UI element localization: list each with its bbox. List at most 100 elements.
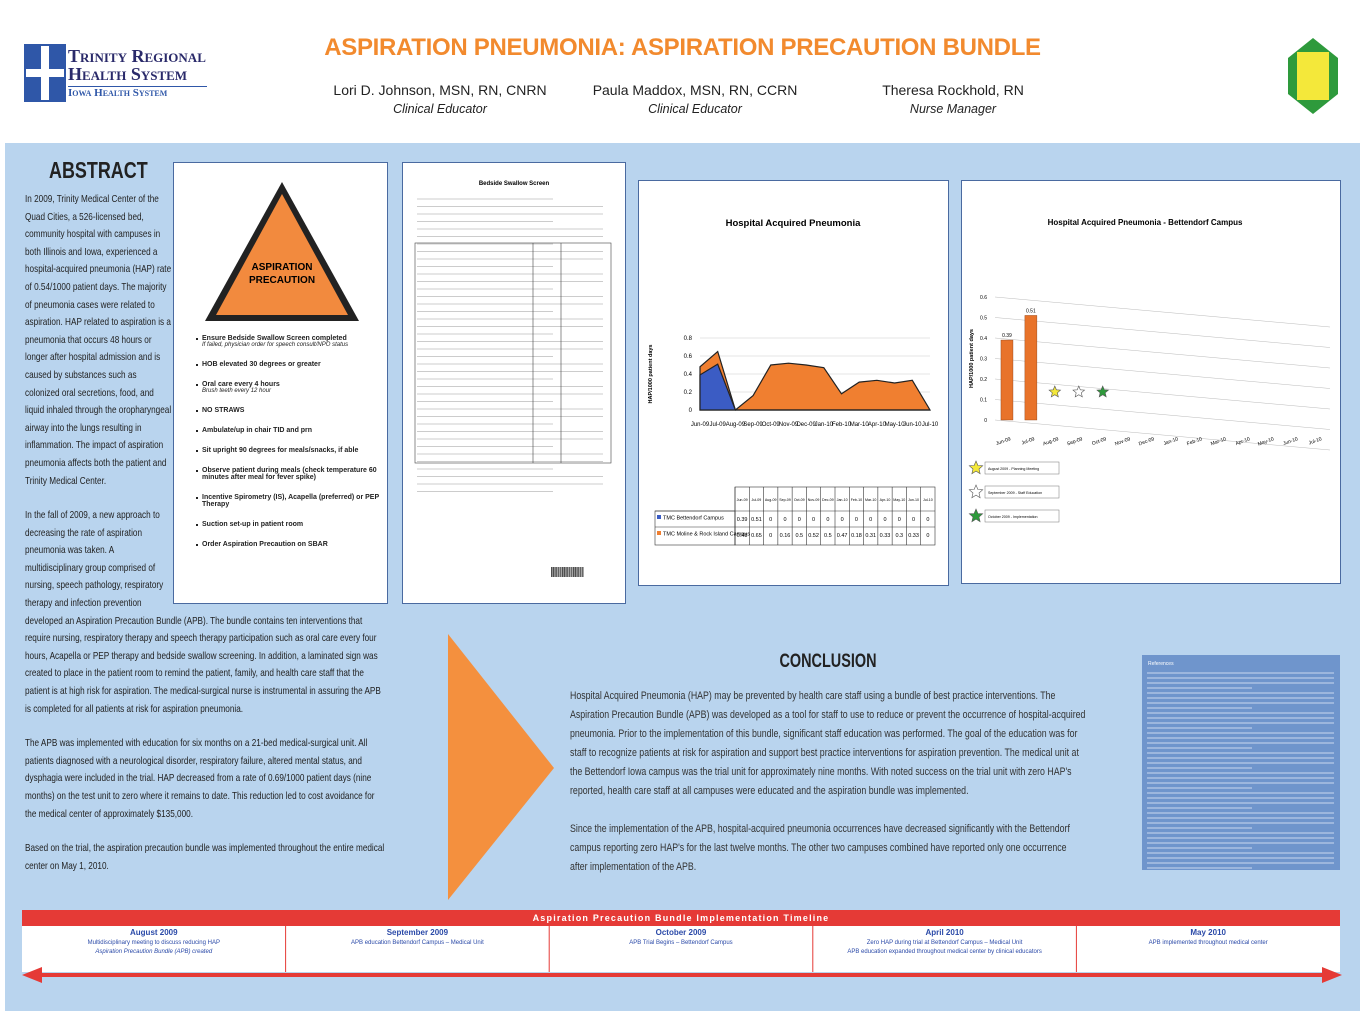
table-value: 0.31 xyxy=(865,533,876,539)
area xyxy=(699,350,932,412)
x-tick-label: Mar-10 xyxy=(1210,436,1227,447)
item-text: Sit upright 90 degrees for meals/snacks,… xyxy=(202,447,359,454)
barcode-bar xyxy=(563,567,564,577)
table-value: 0.48 xyxy=(737,533,748,539)
table-value: 0 xyxy=(769,517,772,523)
table-value: 0 xyxy=(926,517,929,523)
table-header: Nov-09 xyxy=(808,498,820,502)
references: References xyxy=(1142,655,1340,870)
timeline-box xyxy=(22,926,1340,972)
barcode-bar xyxy=(569,567,571,577)
barcode-bar xyxy=(559,567,561,577)
author-role: Clinical Educator xyxy=(393,102,487,116)
logo-line: Iowa Health System xyxy=(68,86,208,99)
table-value: 0 xyxy=(869,517,872,523)
x-tick-label: Nov-09 xyxy=(779,422,799,428)
y-tick-label: 0.6 xyxy=(684,354,693,360)
table-header: Apr-10 xyxy=(880,498,891,502)
precaution-item: Ambulate/up in chair TID and prn xyxy=(196,427,381,434)
x-tick-label: Jun-10 xyxy=(903,422,922,428)
paragraph: In 2009, Trinity Medical Center of the Q… xyxy=(25,193,172,487)
legend-label: October 2009 - Implementation xyxy=(988,515,1038,519)
table-header: Jun-10 xyxy=(908,498,919,502)
x-tick-label: Jul-09 xyxy=(710,422,727,428)
x-tick-label: Apr-10 xyxy=(868,422,887,428)
item-text: Ambulate/up in chair TID and prn xyxy=(202,427,313,434)
area xyxy=(699,363,930,411)
annotation-star xyxy=(1096,385,1110,398)
table-header: Mar-10 xyxy=(865,498,876,502)
timeline-date: August 2009 xyxy=(130,928,178,937)
x-tick-label: Jun-10 xyxy=(1282,436,1299,447)
table-value: 0 xyxy=(898,517,901,523)
timeline-entry: September 2009 APB education Bettendorf C… xyxy=(286,926,550,972)
legend-label: September 2009 - Staff Education xyxy=(988,491,1042,495)
barcode-bar xyxy=(574,567,575,577)
grid-line xyxy=(994,419,1331,451)
legend-swatch xyxy=(657,531,661,535)
paragraph: Based on the trial, the aspiration preca… xyxy=(25,842,385,872)
precaution-item: Order Aspiration Precaution on SBAR xyxy=(196,541,381,548)
barcode-bar xyxy=(571,567,573,577)
legend-swatch xyxy=(657,515,661,519)
precaution-item: Suction set-up in patient room xyxy=(196,521,381,528)
item-text: Suction set-up in patient room xyxy=(202,521,304,528)
legend-box xyxy=(984,461,1060,475)
item-text: NO STRAWS xyxy=(202,407,245,414)
author-role: Nurse Manager xyxy=(909,102,997,116)
y-tick-label: 0.3 xyxy=(980,357,987,363)
arrow-triangle xyxy=(448,634,554,900)
table-header: Jul-09 xyxy=(752,498,762,502)
logo-line: Health System xyxy=(68,64,188,84)
timeline-text: APB Trial Begins – Bettendorf Campus xyxy=(629,940,733,946)
table-value: 0.5 xyxy=(824,533,832,539)
y-tick-label: 0.1 xyxy=(980,398,987,404)
x-tick-label: Oct-09 xyxy=(1091,436,1107,447)
table-header: Sep-09 xyxy=(779,498,791,502)
grid-line xyxy=(994,296,1331,328)
x-tick-label: Sep-09 xyxy=(1066,436,1083,447)
barcode-bar xyxy=(565,567,566,577)
timeline-date: May 2010 xyxy=(1190,928,1226,937)
barcode-bar xyxy=(582,567,584,577)
table-header: May-10 xyxy=(893,498,905,502)
x-tick-label: Dec-09 xyxy=(1138,436,1155,447)
y-tick-label: 0 xyxy=(689,408,693,414)
table-header: Dec-09 xyxy=(822,498,834,502)
precaution-list: Ensure Bedside Swallow Screen completed I… xyxy=(196,335,381,561)
timeline-entry: April 2010 Zero HAP during trial at Bette… xyxy=(813,926,1077,972)
x-tick-label: Apr-10 xyxy=(1235,436,1251,447)
legend-star xyxy=(968,508,984,523)
barcode-bar xyxy=(568,567,570,577)
poster-title: ASPIRATION PNEUMONIA: ASPIRATION PRECAUT… xyxy=(324,34,1041,61)
x-tick-label: Feb-10 xyxy=(1186,436,1203,447)
x-tick-label: Aug-09 xyxy=(1042,436,1059,447)
x-tick-label: Jul-10 xyxy=(1308,436,1323,446)
barcode-bar xyxy=(567,567,568,577)
y-tick-label: 0.6 xyxy=(980,295,987,301)
item-note: If failed, physician order for speech co… xyxy=(202,342,349,348)
chart-title: Hospital Acquired Pneumonia - Bettendorf… xyxy=(1048,218,1243,227)
legend-star xyxy=(968,460,984,475)
x-tick-label: Jan-10 xyxy=(815,422,834,428)
timeline-date: April 2010 xyxy=(925,928,964,937)
logo-cross xyxy=(24,44,66,102)
barcode-bar xyxy=(576,567,577,577)
precaution-item: Incentive Spirometry (IS), Acapella (pre… xyxy=(196,494,381,508)
barcode-bar xyxy=(581,567,583,577)
y-tick-label: 0 xyxy=(984,418,987,424)
y-tick-label: 0.4 xyxy=(684,372,693,378)
abstract: ABSTRACT In 2009, Trinity Medical Center… xyxy=(25,155,385,892)
barcode-bar xyxy=(566,567,568,577)
barcode-bar xyxy=(573,567,574,577)
section-heading: CONCLUSION xyxy=(779,651,877,672)
table-value: 0 xyxy=(769,533,772,539)
item-text: Oral care every 4 hours xyxy=(202,381,280,388)
x-tick-label: Jul-10 xyxy=(922,422,939,428)
x-tick-label: Oct-09 xyxy=(762,422,781,428)
author-name: Theresa Rockhold, RN xyxy=(882,82,1024,98)
table-value: 0 xyxy=(912,517,915,523)
timeline-text: Zero HAP during trial at Bettendorf Camp… xyxy=(866,940,1023,946)
x-tick-label: Mar-10 xyxy=(850,422,870,428)
barcode-bar xyxy=(562,567,563,577)
